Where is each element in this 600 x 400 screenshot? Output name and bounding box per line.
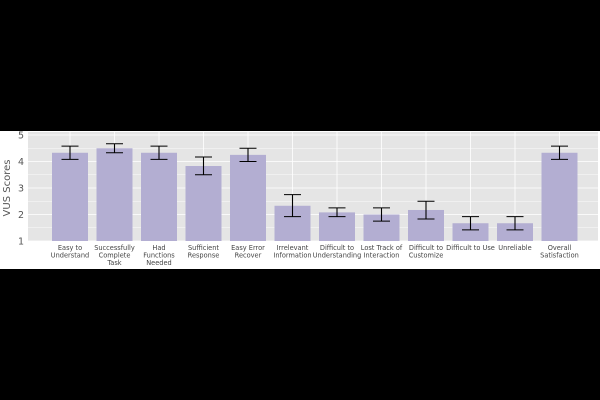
bar (541, 152, 578, 241)
y-tick-label: 2 (18, 210, 24, 221)
x-tick-label: Difficult to Understanding (313, 244, 362, 259)
error-bar (61, 145, 79, 160)
bar (230, 154, 266, 241)
error-bar (328, 207, 346, 218)
bar (141, 152, 177, 241)
x-tick-label: Sufficient Response (188, 244, 220, 259)
bar (52, 152, 88, 241)
error-bar (551, 145, 568, 160)
error-bar (373, 207, 390, 222)
x-tick-label: Lost Track of Interaction (361, 244, 403, 259)
y-tick-label: 3 (18, 184, 24, 195)
error-bar (106, 143, 123, 154)
x-tick-label: Difficult to Use (446, 244, 495, 252)
y-tick-label: 4 (18, 157, 24, 168)
y-axis-label: VUS Scores (2, 160, 13, 217)
bar (185, 166, 222, 241)
error-bar (150, 145, 168, 160)
x-tick-label: Difficult to Customize (409, 244, 444, 259)
error-bar (239, 147, 257, 163)
x-tick-label: Irrelevant Information (273, 244, 311, 259)
bars (52, 148, 578, 241)
y-tick-labels: 1 2 3 4 5 (18, 131, 24, 248)
y-tick-label: 1 (18, 237, 24, 248)
bar (96, 148, 133, 241)
chart-figure: 1 2 3 4 5 Easy to Understand Successfully Compl… (0, 131, 600, 269)
error-bar (506, 216, 524, 231)
x-tick-label: Had Functions Needed (143, 244, 175, 267)
x-tick-label: Successfully Complete Task (94, 244, 135, 267)
x-tick-label: Easy to Understand (51, 244, 89, 259)
error-bar (284, 194, 301, 218)
error-bar (195, 156, 212, 176)
bar-chart: 1 2 3 4 5 Easy to Understand Successfully Compl… (2, 131, 598, 267)
x-tick-label: Overall Satisfaction (540, 244, 579, 259)
error-bar (462, 216, 479, 231)
y-tick-label: 5 (18, 131, 24, 142)
bar (452, 223, 489, 241)
x-tick-labels: Easy to Understand Successfully Complete Tas… (51, 244, 579, 267)
x-tick-label: Unreliable (498, 244, 531, 252)
bar (497, 223, 533, 241)
x-tick-label: Easy Error Recover (231, 244, 265, 259)
error-bars (61, 143, 568, 231)
error-bar (417, 200, 435, 220)
